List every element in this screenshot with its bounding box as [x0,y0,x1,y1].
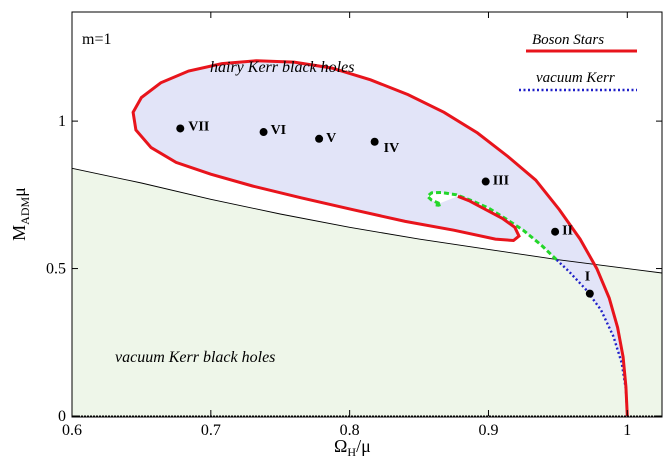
y-tick-label: 0 [58,408,66,425]
plot-frame [71,11,663,418]
point-label-i: I [585,270,590,285]
point-marker-iii [481,177,490,186]
point-marker-vii [176,124,185,133]
x-axis-title: ΩH/μ [334,436,371,459]
point-marker-vi [259,128,268,137]
y-axis-title: MADMμ [9,187,32,241]
hairy-kerr-region [133,60,628,416]
x-axis-title-sub: H [347,445,356,459]
y-tick-label: 1 [58,113,66,130]
vacuum-region-label: vacuum Kerr black holes [115,349,275,366]
point-label-vii: VII [188,119,209,134]
legend: Boson Stars vacuum Kerr [519,32,637,92]
x-tick-label: 0.7 [201,422,221,439]
x-tick-label: 1 [623,422,631,439]
point-marker-iv [370,137,379,146]
vacuum-kerr-line [555,258,629,417]
point-label-ii: II [562,224,573,239]
point-marker-ii [551,227,560,236]
existence-line [425,190,558,261]
plot-area [71,11,663,418]
y-axis-title-main: M [9,225,29,241]
annotation-m: m=1 [82,31,111,48]
point-marker-v [315,134,324,143]
point-marker-i [585,289,594,298]
point-label-iv: IV [384,141,400,156]
legend-vacuum-kerr-label: vacuum Kerr [536,70,615,86]
x-axis-title-rest: /μ [356,436,371,456]
boson-stars-line [131,59,629,417]
point-label-vi: VI [271,123,287,138]
vacuum-kerr-region [72,168,662,416]
legend-boson-stars-label: Boson Stars [532,32,604,48]
x-axis-title-main: Ω [334,436,347,456]
point-label-iii: III [493,174,509,189]
hairy-region-label: hairy Kerr black holes [210,59,354,76]
x-tick-label: 0.6 [62,422,82,439]
x-tick-label: 0.8 [340,422,360,439]
point-label-v: V [326,131,336,146]
axis-ticks: 0.6 0.7 0.8 0.9 1 0 0.5 1 [46,12,662,439]
y-tick-label: 0.5 [46,261,66,278]
y-axis-title-sub: ADM [18,196,32,224]
y-axis-title-rest: μ [9,187,29,197]
x-tick-label: 0.9 [478,422,498,439]
